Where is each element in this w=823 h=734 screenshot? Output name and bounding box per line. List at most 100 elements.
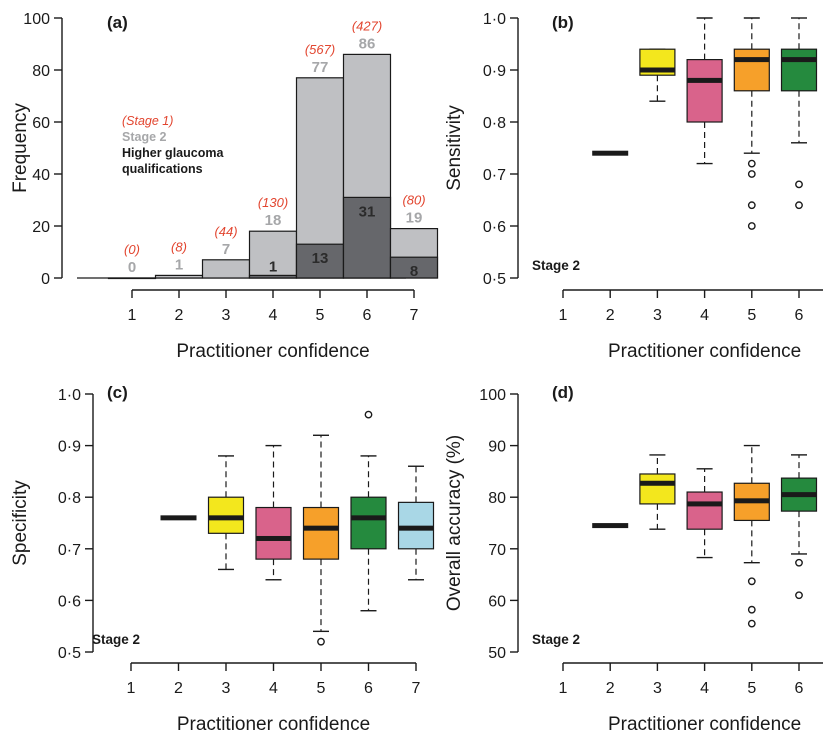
label-higher-qualifications: 31 [359,203,376,220]
box-4 [686,468,723,559]
y-tick-label: 0 [41,271,50,288]
label-stage2: 77 [312,59,329,76]
outlier-point [747,605,756,614]
x-tick-label: 4 [700,680,709,697]
x-tick-label: 3 [653,307,662,324]
x-tick-label: 3 [653,680,662,697]
label-stage1: (567) [305,42,335,57]
panel-4: (d)50607080901001234567Practitioner conf… [444,383,823,734]
x-tick-label: 3 [222,680,231,697]
bar-stage2 [201,259,251,279]
label-higher-qualifications: 8 [410,263,418,280]
y-tick-label: 70 [488,542,506,559]
outlier-point [747,201,756,210]
median-line [351,515,386,521]
box-3 [639,454,676,530]
x-tick-label: 4 [269,680,278,697]
x-tick-label: 1 [559,680,568,697]
box-2 [160,515,197,521]
y-tick-label: 0·5 [483,271,506,288]
x-tick-label: 5 [316,307,325,324]
stage-annotation: Stage 2 [532,632,580,647]
panel-3: (c) 0·5 0·6 0·7 0·8 0·9 1·0 1 2 3 4 5 6 7 Practitioner… [10,383,435,734]
box-4 [255,444,292,581]
box-body [686,491,723,530]
box-2 [592,523,629,529]
outlier-point [747,170,756,178]
x-tick-label: 2 [175,307,184,324]
x-tick-label: 2 [606,307,615,324]
label-stage1: (80) [402,193,425,208]
x-axis-title: Practitioner confidence [608,714,801,734]
y-tick-label: 60 [32,115,50,132]
legend-entry: Stage 2 [122,130,167,144]
bar-stage2 [107,277,157,280]
bar-stage2 [154,274,204,279]
x-tick-label: 4 [700,307,709,324]
y-axis-title: Frequency [10,103,31,193]
x-tick-label: 6 [795,307,804,324]
x-tick-label: 3 [222,307,231,324]
bar-higher-qualifications [389,256,439,279]
label-stage2: 86 [359,35,376,52]
y-tick-label: 0·7 [483,167,506,184]
y-tick-label: 0·9 [483,63,506,80]
median-line [687,77,723,83]
bar-higher-qualifications [342,196,392,279]
box-body [302,506,340,560]
x-tick-label: 5 [747,307,756,324]
box-body [733,48,770,92]
outlier-point [364,410,373,419]
outlier-point [795,558,803,567]
x-tick-label: 1 [127,680,136,697]
y-axis-title: Specificity [10,480,31,566]
label-stage1: (44) [214,224,237,239]
x-tick-label: 1 [128,307,137,324]
outlier-point [747,577,756,586]
x-tick-label: 2 [606,680,615,697]
median-line [256,535,291,541]
label-stage2: 1 [175,256,183,273]
box-5 [733,444,770,628]
stage-annotation: Stage 2 [92,632,140,647]
y-tick-label: 0·6 [483,219,506,236]
box-body [255,506,292,560]
stage-annotation: Stage 2 [532,258,580,273]
x-tick-label: 5 [747,680,756,697]
x-tick-label: 6 [363,307,372,324]
box-body [207,496,245,534]
box-5 [733,17,770,230]
label-higher-qualifications: 13 [312,250,329,267]
y-tick-label: 0·9 [58,439,81,456]
legend: (Stage 1) Stage 2 Higher glaucoma qualifica… [122,114,224,176]
label-stage1: (0) [124,242,140,257]
box-5 [302,434,340,646]
median-line [734,498,770,504]
median-line [303,525,339,531]
box-7 [397,465,435,581]
outlier-point [795,180,803,189]
panel-2: (b)0·50·60·70·80·91·01234567Practitioner… [444,11,823,362]
median-line [160,515,197,521]
box-2 [592,150,629,156]
median-line [687,501,723,507]
x-tick-label: 6 [795,680,804,697]
box-body [780,48,818,92]
y-tick-label: 80 [32,63,50,80]
outlier-point [747,619,756,628]
median-line [592,150,629,156]
median-line [398,525,434,531]
y-tick-label: 80 [488,490,506,507]
label-higher-qualifications: 1 [269,258,277,275]
y-tick-label: 20 [32,219,50,236]
outlier-point [795,591,803,600]
y-tick-label: 60 [488,593,506,610]
y-tick-label: 0·5 [58,645,81,662]
box-6 [350,410,387,612]
box-6 [780,17,818,210]
x-tick-label: 2 [174,680,183,697]
y-tick-label: 1·0 [58,387,81,404]
label-stage2: 19 [406,210,423,227]
